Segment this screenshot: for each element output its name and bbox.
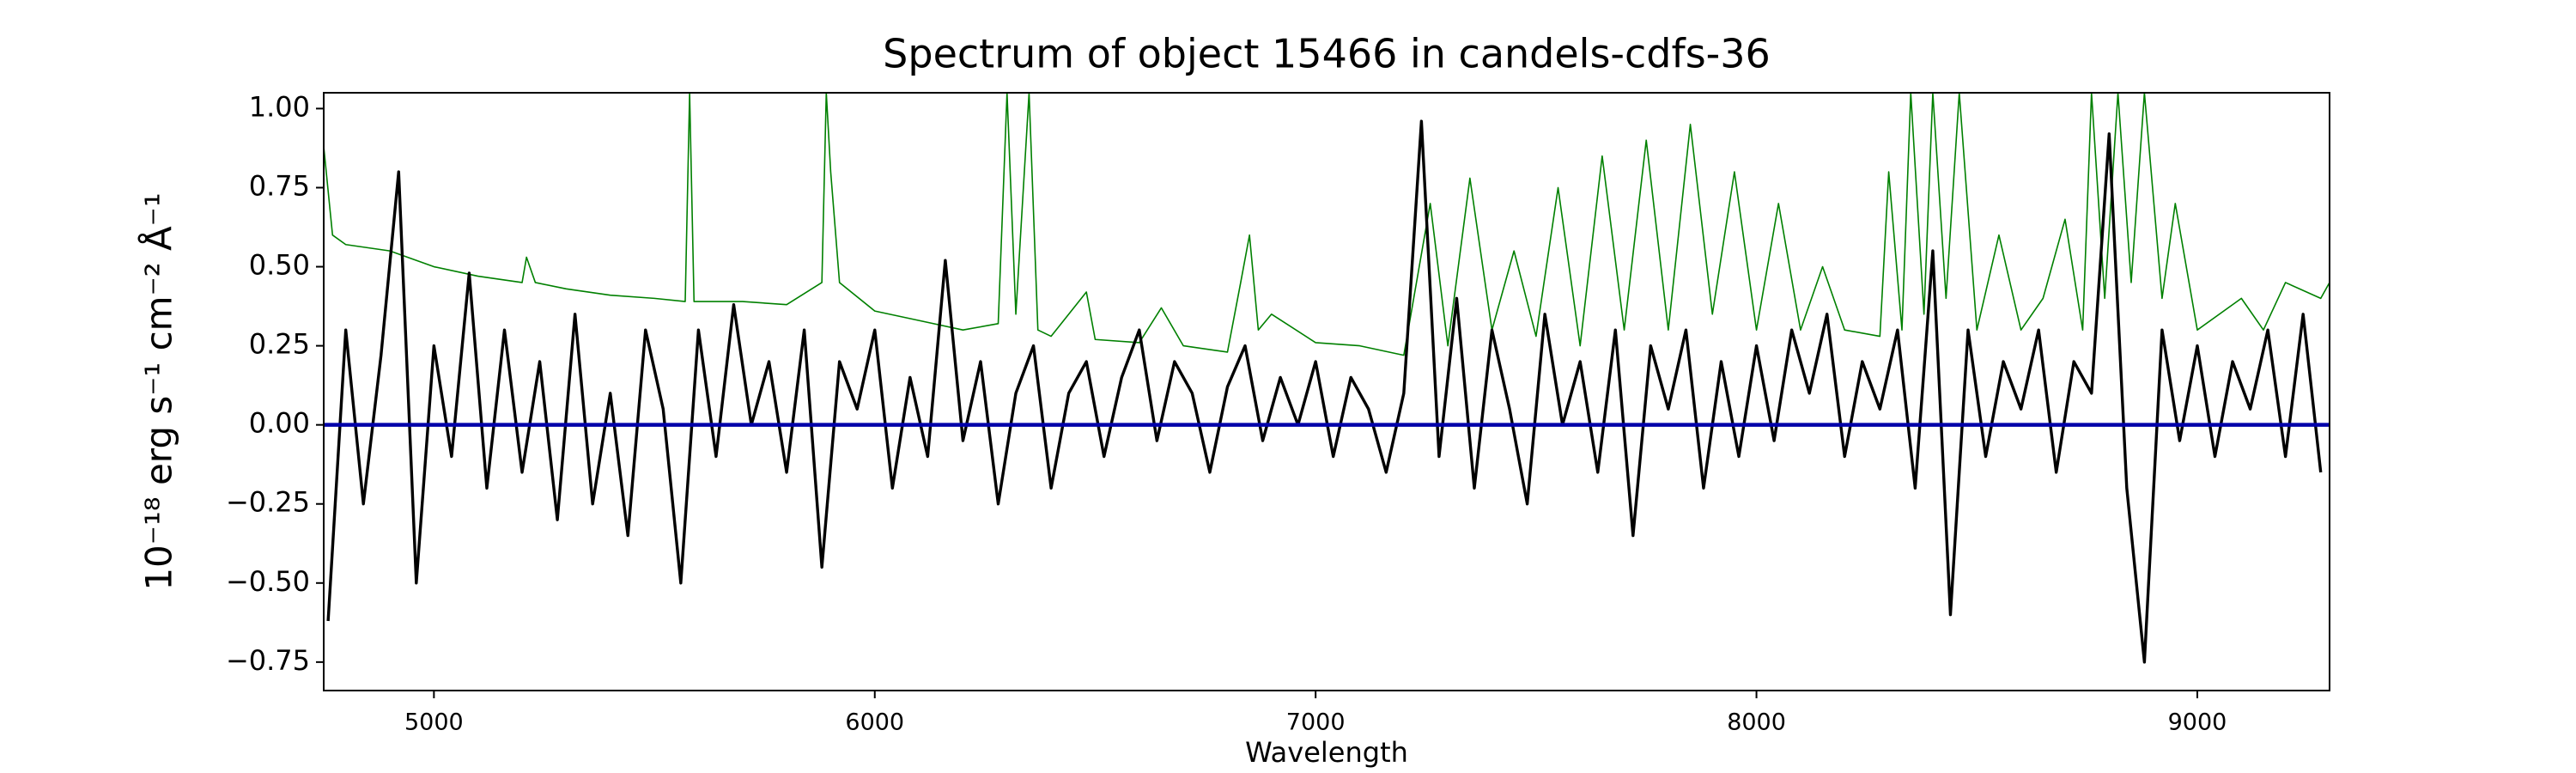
y-tick-label: −0.50 (226, 565, 310, 598)
spectrum-line (324, 93, 2330, 356)
x-tick-label: 9000 (2168, 709, 2227, 736)
x-tick-label: 8000 (1727, 709, 1786, 736)
spectrum-line (326, 119, 2323, 664)
x-tick-label: 5000 (404, 709, 464, 736)
y-tick-label: 0.25 (249, 328, 310, 361)
y-tick-label: 0.00 (249, 407, 310, 440)
x-axis-label: Wavelength (1245, 736, 1408, 769)
y-tick-label: −0.75 (226, 644, 310, 677)
axes-frame (323, 92, 2330, 691)
plot-area (324, 93, 2330, 664)
y-tick-label: −0.25 (226, 486, 310, 519)
y-tick-label: 1.00 (249, 90, 310, 123)
y-tick-label: 0.75 (249, 169, 310, 202)
y-tick-label: 0.50 (249, 249, 310, 282)
y-axis-label: 10⁻¹⁸ erg s⁻¹ cm⁻² Å⁻¹ (137, 192, 180, 590)
x-tick-label: 6000 (845, 709, 904, 736)
chart-title: Spectrum of object 15466 in candels-cdfs… (883, 31, 1771, 77)
x-tick-label: 7000 (1286, 709, 1346, 736)
